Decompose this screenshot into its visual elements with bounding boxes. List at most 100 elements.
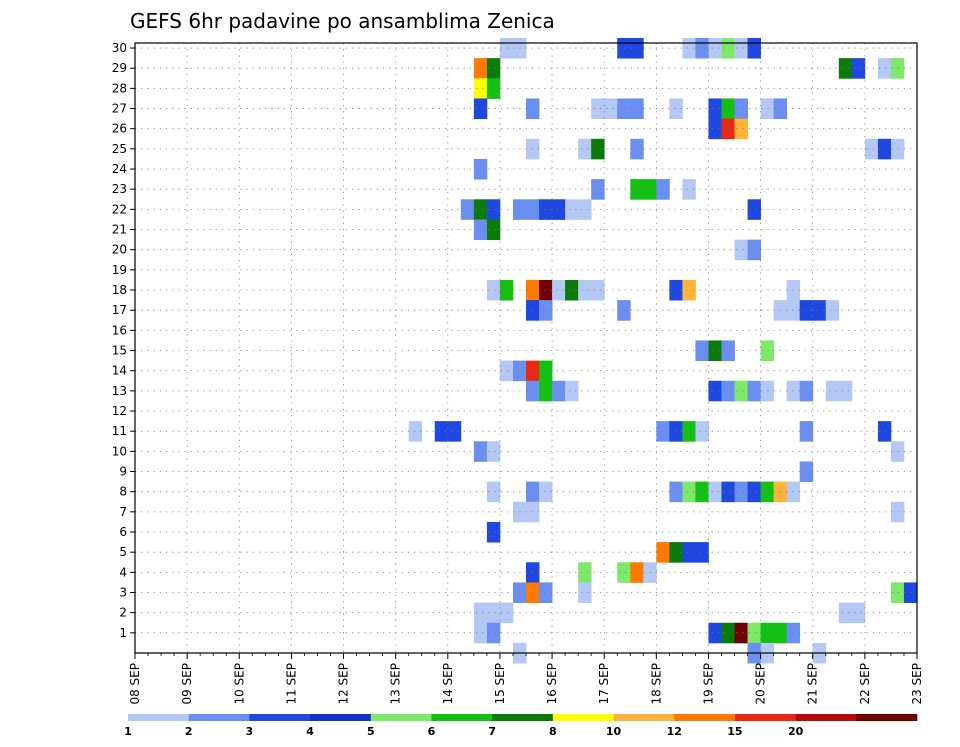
- y-tick-label: 23: [112, 182, 127, 196]
- legend-color-box: [431, 714, 493, 721]
- heatmap-cell: [486, 521, 501, 543]
- legend-label: 5: [367, 725, 375, 738]
- heatmap-cell: [682, 481, 696, 503]
- heatmap-cell: [734, 622, 748, 644]
- y-tick-label: 21: [112, 223, 127, 237]
- y-tick-label: 5: [119, 545, 127, 559]
- heatmap-cell: [552, 199, 566, 220]
- heatmap-cell: [499, 602, 514, 624]
- y-tick-label: 19: [112, 263, 127, 277]
- y-tick-label: 2: [119, 606, 127, 620]
- heatmap-cell: [851, 58, 866, 79]
- heatmap-cell: [721, 622, 735, 644]
- heatmap-cell: [877, 58, 892, 79]
- x-tick-label: 21 SEP: [806, 663, 820, 705]
- x-tick-label: 22 SEP: [858, 663, 872, 705]
- y-tick-label: 11: [112, 424, 127, 438]
- heatmap-cell: [565, 279, 579, 301]
- legend-label: 3: [246, 725, 254, 738]
- heatmap-cell: [539, 279, 553, 301]
- heatmap-cell: [591, 279, 605, 301]
- heatmap-cell: [877, 138, 892, 160]
- legend-color-box: [613, 714, 675, 721]
- y-tick-label: 12: [112, 404, 127, 418]
- y-tick-label: 1: [119, 626, 127, 640]
- heatmap-cell: [695, 340, 709, 362]
- heatmap-cell: [617, 562, 631, 583]
- heatmap-cell: [760, 340, 775, 362]
- y-tick-label: 24: [112, 162, 127, 176]
- legend-color-box: [856, 714, 918, 721]
- legend-color-box: [734, 714, 796, 721]
- heatmap-cell: [434, 421, 449, 442]
- heatmap-cell: [669, 542, 683, 563]
- y-tick-label: 7: [119, 505, 127, 519]
- heatmap-cell: [486, 622, 501, 644]
- y-tick-label: 6: [119, 525, 127, 539]
- heatmap-cell: [838, 58, 853, 79]
- heatmap-cell: [695, 421, 709, 442]
- heatmap-cell: [734, 380, 748, 402]
- heatmap-cell: [591, 138, 605, 160]
- heatmap-cell: [539, 582, 553, 603]
- heatmap-cell: [552, 279, 566, 301]
- heatmap-cell: [708, 380, 722, 402]
- heatmap-cell: [473, 98, 488, 120]
- x-tick-label: 17 SEP: [597, 663, 611, 705]
- heatmap-cell: [565, 380, 579, 402]
- heatmap-cell: [799, 300, 814, 321]
- heatmap-cell: [877, 421, 892, 442]
- heatmap-cell: [473, 78, 488, 99]
- legend-color-box: [188, 714, 250, 721]
- heatmap-cell: [747, 622, 761, 644]
- legend-color-box: [795, 714, 857, 721]
- heatmap-cell: [473, 219, 488, 241]
- x-tick-label: 20 SEP: [754, 663, 768, 705]
- y-axis: 1234567891011121314151617181920212223242…: [112, 41, 135, 640]
- y-tick-label: 10: [112, 444, 127, 458]
- x-tick-label: 15 SEP: [493, 663, 507, 705]
- heatmap-cell: [447, 421, 462, 442]
- legend-color-box: [249, 714, 311, 721]
- heatmap-cell: [851, 602, 866, 624]
- x-tick-label: 13 SEP: [389, 663, 403, 705]
- heatmap-cell: [486, 219, 501, 241]
- y-tick-label: 27: [112, 102, 127, 116]
- heatmap-cell: [721, 118, 735, 140]
- x-tick-label: 08 SEP: [128, 663, 142, 705]
- y-tick-label: 29: [112, 61, 127, 75]
- heatmap-cell: [825, 380, 840, 402]
- heatmap-cell: [578, 582, 592, 603]
- heatmap-cell: [825, 300, 840, 321]
- heatmap-cell: [630, 98, 644, 120]
- x-tick-label: 10 SEP: [232, 663, 246, 705]
- heatmap-cell: [486, 481, 501, 503]
- heatmap-cell: [708, 37, 722, 59]
- heatmap-cell: [486, 58, 501, 79]
- heatmap-cell: [578, 562, 592, 583]
- heatmap-cell: [473, 158, 488, 180]
- heatmap-cell: [682, 542, 696, 563]
- heatmap-cell: [721, 481, 735, 503]
- heatmap-cell: [838, 380, 853, 402]
- x-tick-label: 23 SEP: [910, 663, 924, 705]
- heatmap-cell: [499, 279, 514, 301]
- heatmap-cell: [708, 622, 722, 644]
- heatmap-cell: [799, 461, 814, 482]
- heatmap-cell: [708, 340, 722, 362]
- legend-color-box: [674, 714, 736, 721]
- legend-label: 20: [788, 725, 804, 738]
- y-tick-label: 15: [112, 344, 127, 358]
- heatmap-cell: [630, 562, 644, 583]
- heatmap-cell: [682, 279, 696, 301]
- heatmap-cell: [760, 622, 775, 644]
- heatmap-cell: [578, 138, 592, 160]
- heatmap-cell: [747, 380, 761, 402]
- legend-label: 2: [185, 725, 193, 738]
- heatmap-cell: [591, 179, 605, 200]
- y-tick-label: 18: [112, 283, 127, 297]
- heatmap-cell: [486, 602, 501, 624]
- legend-label: 4: [306, 725, 314, 738]
- chart-title: GEFS 6hr padavine po ansamblima Zenica: [130, 9, 555, 33]
